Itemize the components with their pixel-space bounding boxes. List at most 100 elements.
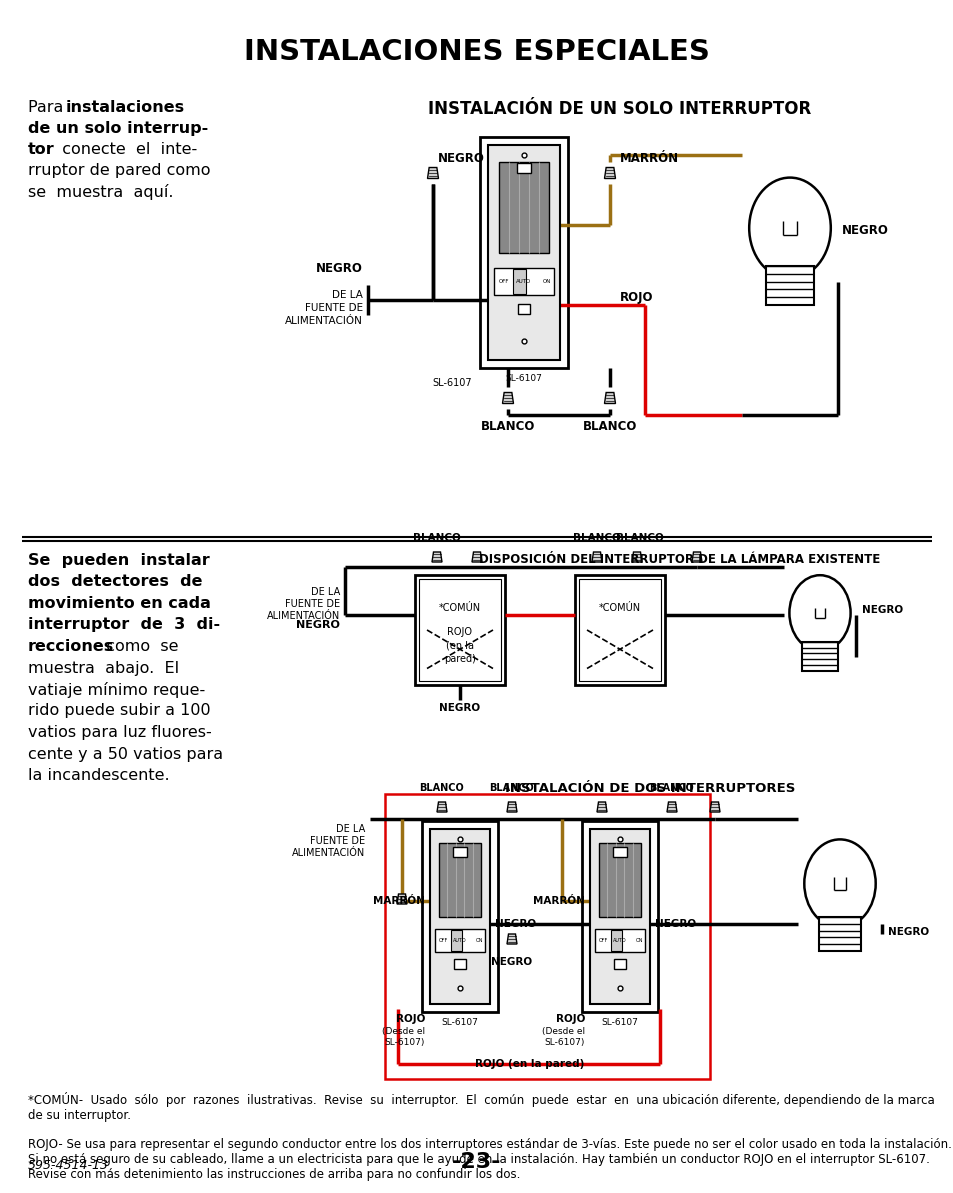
Bar	[494, 267, 554, 296]
Text: *COMÚN: *COMÚN	[598, 602, 640, 613]
Text: -23-: -23-	[452, 1152, 501, 1172]
Text: ALIMENTACIÓN: ALIMENTACIÓN	[267, 611, 339, 622]
Text: BLANCO: BLANCO	[573, 533, 620, 543]
Text: Para: Para	[28, 100, 73, 115]
Polygon shape	[427, 167, 438, 179]
Text: NEGRO: NEGRO	[315, 262, 363, 276]
Text: vatios para luz fluores-: vatios para luz fluores-	[28, 725, 212, 740]
Text: NEGRO: NEGRO	[841, 223, 888, 236]
Bar	[418, 579, 500, 681]
Bar	[453, 847, 467, 857]
Bar	[451, 929, 461, 951]
Bar	[517, 304, 530, 314]
Bar	[578, 579, 660, 681]
Text: BLANCO: BLANCO	[582, 420, 637, 433]
Polygon shape	[502, 392, 513, 403]
Text: NEGRO: NEGRO	[295, 620, 339, 630]
Polygon shape	[604, 392, 615, 403]
Bar	[517, 163, 531, 173]
Text: ON: ON	[475, 938, 482, 942]
Bar	[581, 821, 658, 1012]
Text: SL-6107: SL-6107	[505, 373, 542, 383]
Polygon shape	[396, 894, 407, 904]
Bar	[438, 843, 480, 916]
Text: ROJO: ROJO	[447, 628, 472, 637]
Bar	[479, 137, 567, 367]
Text: (Desde el: (Desde el	[541, 1027, 584, 1036]
Text: FUENTE DE: FUENTE DE	[305, 303, 363, 313]
Text: NEGRO: NEGRO	[495, 919, 536, 929]
Text: MARRÓN: MARRÓN	[373, 896, 424, 905]
Text: ROJO- Se usa para representar el segundo conductor entre los dos interruptores e: ROJO- Se usa para representar el segundo…	[28, 1138, 951, 1181]
Text: AUTO: AUTO	[516, 279, 531, 284]
Bar	[454, 958, 465, 969]
Bar	[613, 847, 626, 857]
Text: como  se: como se	[96, 639, 178, 654]
Bar	[435, 928, 485, 952]
Polygon shape	[631, 552, 641, 562]
Text: INSTALACIÓN DE DOS INTERRUPTORES: INSTALACIÓN DE DOS INTERRUPTORES	[504, 781, 795, 795]
Text: BLANCO: BLANCO	[480, 420, 535, 433]
Text: BLANCO: BLANCO	[649, 783, 694, 793]
Bar	[421, 821, 497, 1012]
Text: instalaciones: instalaciones	[66, 100, 185, 115]
Text: SL-6107): SL-6107)	[384, 1038, 424, 1047]
Text: AUTO: AUTO	[453, 938, 466, 942]
Polygon shape	[432, 552, 441, 562]
Text: Se  pueden  instalar: Se pueden instalar	[28, 554, 210, 568]
Text: BLANCO: BLANCO	[413, 533, 460, 543]
Text: BLANCO: BLANCO	[489, 783, 534, 793]
Text: de un solo interrup-: de un solo interrup-	[28, 120, 208, 136]
Polygon shape	[666, 802, 677, 812]
Text: AUTO: AUTO	[613, 938, 626, 942]
Text: rido puede subir a 100: rido puede subir a 100	[28, 704, 211, 718]
Text: BLANCO: BLANCO	[419, 783, 464, 793]
Text: INSTALACIONES ESPECIALES: INSTALACIONES ESPECIALES	[244, 38, 709, 66]
Bar	[415, 575, 504, 685]
Bar	[594, 928, 644, 952]
Polygon shape	[472, 552, 481, 562]
Text: OFF: OFF	[438, 938, 448, 942]
Bar	[818, 917, 861, 951]
Text: DE LA: DE LA	[311, 587, 339, 596]
Text: interruptor  de  3  di-: interruptor de 3 di-	[28, 618, 220, 632]
Text: NEGRO: NEGRO	[491, 957, 532, 968]
Text: recciones: recciones	[28, 639, 114, 654]
Text: FUENTE DE: FUENTE DE	[285, 599, 339, 608]
Polygon shape	[592, 552, 601, 562]
Bar	[385, 795, 709, 1078]
Bar	[498, 162, 549, 253]
Text: ON: ON	[542, 279, 551, 284]
Bar	[430, 829, 490, 1005]
Text: MARRÓN: MARRÓN	[533, 896, 584, 905]
Text: SL-6107: SL-6107	[601, 1018, 638, 1027]
Text: (Desde el: (Desde el	[381, 1027, 424, 1036]
Text: dos  detectores  de: dos detectores de	[28, 575, 202, 589]
Ellipse shape	[803, 840, 875, 928]
Polygon shape	[597, 802, 606, 812]
Text: ROJO: ROJO	[395, 1014, 424, 1024]
Polygon shape	[604, 167, 615, 179]
Text: DISPOSICIÓN DEL INTERRUPTOR DE LA LÁMPARA EXISTENTE: DISPOSICIÓN DEL INTERRUPTOR DE LA LÁMPAR…	[478, 554, 880, 565]
Text: BLANCO: BLANCO	[616, 533, 663, 543]
Text: OFF: OFF	[498, 279, 509, 284]
Bar	[488, 146, 559, 360]
Polygon shape	[691, 552, 701, 562]
Text: cente y a 50 vatios para: cente y a 50 vatios para	[28, 747, 223, 761]
Text: muestra  abajo.  El: muestra abajo. El	[28, 661, 179, 675]
Text: SL-6107: SL-6107	[432, 378, 472, 388]
Bar	[614, 958, 625, 969]
Text: vatiaje mínimo reque-: vatiaje mínimo reque-	[28, 682, 205, 698]
Bar	[589, 829, 649, 1005]
Polygon shape	[506, 934, 517, 944]
Text: OFF: OFF	[598, 938, 608, 942]
Ellipse shape	[748, 178, 830, 278]
Text: la incandescente.: la incandescente.	[28, 768, 170, 783]
Text: movimiento en cada: movimiento en cada	[28, 596, 211, 611]
Text: tor: tor	[28, 142, 54, 157]
Text: NEGRO: NEGRO	[437, 152, 484, 165]
Bar	[513, 268, 526, 295]
Bar	[765, 266, 813, 304]
Text: se  muestra  aquí.: se muestra aquí.	[28, 184, 173, 200]
Text: ALIMENTACIÓN: ALIMENTACIÓN	[285, 316, 363, 326]
